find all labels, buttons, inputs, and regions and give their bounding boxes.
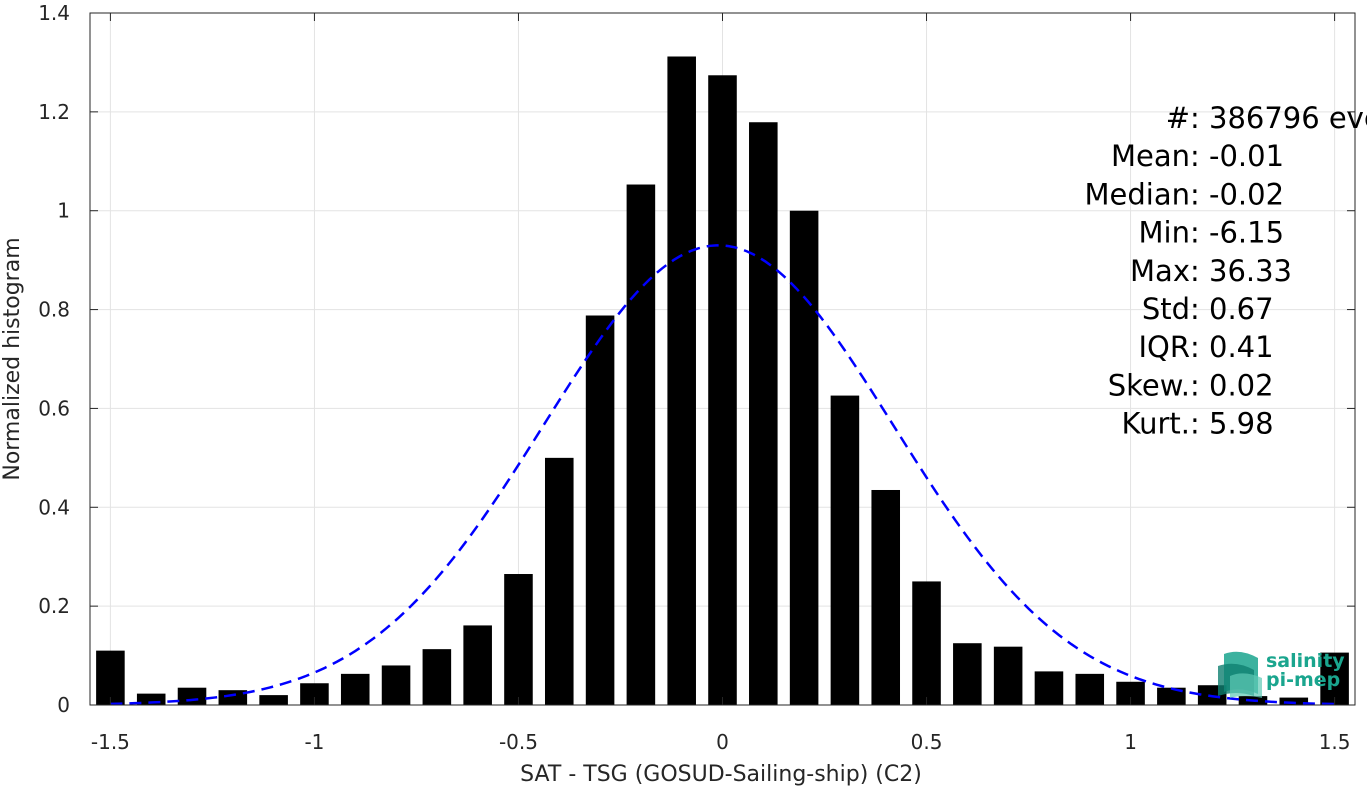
y-axis-label: Normalized histogram bbox=[0, 237, 25, 480]
x-tick-label: 1 bbox=[1124, 730, 1137, 754]
stat-label: Kurt. bbox=[1122, 407, 1190, 441]
stat-label: Median bbox=[1085, 177, 1190, 211]
x-tick-label: -1 bbox=[304, 730, 324, 754]
stat-label: Min bbox=[1139, 216, 1190, 250]
stat-value: : 0.67 bbox=[1190, 292, 1274, 326]
histogram-bar bbox=[830, 395, 860, 705]
histogram-bar bbox=[544, 457, 574, 705]
x-axis-label: SAT - TSG (GOSUD-Sailing-ship) (C2) bbox=[520, 762, 922, 787]
histogram-bar bbox=[1320, 652, 1349, 705]
histogram-bar bbox=[340, 673, 370, 705]
stat-label: Mean bbox=[1111, 139, 1190, 173]
histogram-bar bbox=[96, 650, 125, 705]
histogram-bar bbox=[626, 184, 656, 705]
histogram-bar bbox=[912, 581, 941, 705]
stat-label: Std bbox=[1142, 292, 1190, 326]
stat-label: Max bbox=[1130, 254, 1190, 288]
histogram-bar bbox=[1034, 671, 1064, 705]
y-tick-label: 0.8 bbox=[38, 298, 70, 322]
histogram-bar bbox=[504, 574, 533, 705]
stat-value: : 36.33 bbox=[1190, 254, 1292, 288]
histogram-bar bbox=[177, 687, 207, 705]
x-axis-ticks: -1.5 -1 -0.5 0 0.5 1 1.5 bbox=[91, 13, 1351, 754]
histogram-bar bbox=[1157, 687, 1186, 705]
histogram-bar bbox=[1116, 681, 1145, 705]
histogram-bar bbox=[749, 122, 778, 706]
histogram-bar bbox=[708, 75, 737, 705]
stat-label: Skew. bbox=[1108, 368, 1190, 402]
logo-text-salinity: salinity bbox=[1266, 650, 1345, 672]
histogram-bar bbox=[218, 690, 248, 705]
x-tick-label: 1.5 bbox=[1319, 730, 1351, 754]
stat-value: : -0.02 bbox=[1190, 177, 1284, 211]
stat-value: : -6.15 bbox=[1190, 216, 1284, 250]
y-tick-label: 0.2 bbox=[38, 594, 70, 618]
y-tick-label: 1 bbox=[57, 199, 70, 223]
histogram-bar bbox=[667, 56, 696, 706]
y-tick-label: 1.4 bbox=[38, 1, 70, 25]
y-tick-label: 0.6 bbox=[38, 396, 70, 420]
y-tick-label: 1.2 bbox=[38, 100, 70, 124]
y-tick-label: 0.4 bbox=[38, 495, 70, 519]
histogram-bar bbox=[463, 625, 492, 705]
histogram-bar bbox=[1279, 697, 1309, 705]
x-tick-label: 0 bbox=[716, 730, 729, 754]
stat-value: : -0.01 bbox=[1190, 139, 1284, 173]
histogram-bars bbox=[96, 56, 1349, 706]
histogram-bar bbox=[871, 489, 901, 705]
salinity-pimep-logo: salinity pi-mep bbox=[1218, 650, 1345, 698]
logo-text-pimep: pi-mep bbox=[1266, 669, 1340, 691]
histogram-bar bbox=[381, 665, 411, 705]
stat-value: : 386796 events bbox=[1190, 101, 1367, 135]
x-tick-label: 0.5 bbox=[911, 730, 943, 754]
stat-value: : 0.02 bbox=[1190, 368, 1274, 402]
histogram-bar bbox=[300, 683, 329, 705]
y-tick-label: 0 bbox=[57, 693, 70, 717]
histogram-bar bbox=[789, 210, 819, 705]
histogram-bar bbox=[993, 646, 1023, 705]
histogram-bar bbox=[259, 695, 288, 705]
histogram-bar bbox=[953, 643, 982, 705]
histogram-bar bbox=[585, 315, 615, 705]
y-axis-ticks: 0 0.2 0.4 0.6 0.8 1 1.2 1.4 bbox=[38, 1, 1355, 717]
stat-value: : 0.41 bbox=[1190, 330, 1274, 364]
x-tick-label: -1.5 bbox=[91, 730, 130, 754]
histogram-bar bbox=[1075, 673, 1105, 705]
histogram-bar bbox=[422, 649, 452, 705]
stat-value: : 5.98 bbox=[1190, 407, 1274, 441]
stat-label: IQR bbox=[1138, 330, 1190, 364]
histogram-bar bbox=[136, 693, 166, 705]
stat-label: # bbox=[1166, 101, 1190, 135]
x-tick-label: -0.5 bbox=[499, 730, 538, 754]
